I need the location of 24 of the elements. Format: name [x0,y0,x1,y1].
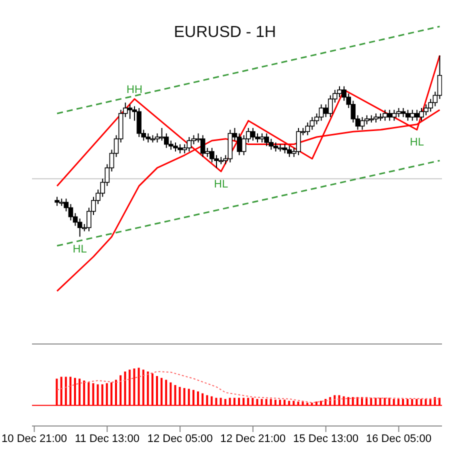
candlestick [200,134,206,158]
candlestick [318,104,324,122]
x-tick-label: 15 Dec 13:00 [293,432,359,445]
annotation: HL [72,244,87,256]
x-tick-label: 12 Dec 05:00 [147,432,213,445]
candlestick [360,116,365,130]
candlestick [68,204,74,221]
annotation: HL [410,136,424,149]
candlestick [273,142,278,152]
annotation: HL [214,178,228,190]
annotation: HH [126,84,142,96]
x-tick-label: 12 Dec 21:00 [220,432,286,445]
candlestick [236,132,242,156]
x-tick-label: 11 Dec 13:00 [74,432,140,445]
candlestick [154,132,160,143]
candlestick [191,134,196,145]
x-tick-label: 16 Dec 05:00 [366,432,432,445]
x-tick-label: 10 Dec 21:00 [2,432,67,445]
chart-title: EURUSD - 1H [172,24,278,42]
candlestick [396,108,402,118]
candlestick [437,54,442,100]
candlestick [410,109,415,122]
candlestick [405,109,410,122]
candlestick [400,108,406,118]
